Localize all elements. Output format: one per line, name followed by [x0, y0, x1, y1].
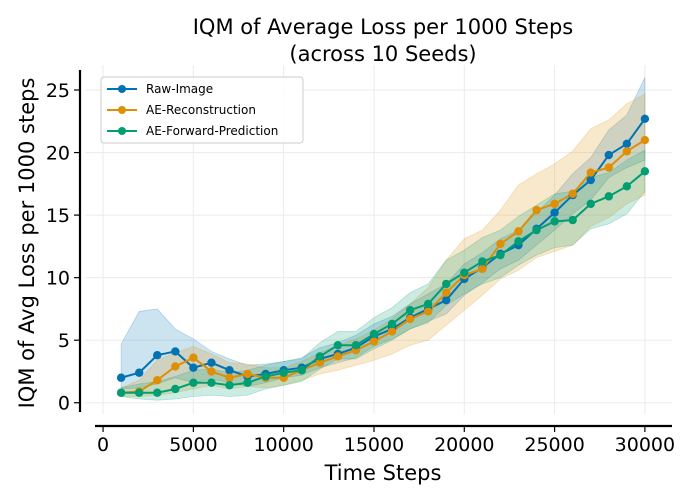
data-point [622, 147, 632, 156]
data-point [640, 135, 650, 145]
data-point [171, 362, 180, 371]
x-tick-label: 0 [97, 434, 109, 456]
data-point [207, 378, 216, 387]
x-tick-label: 30000 [615, 434, 675, 456]
data-point [405, 314, 415, 324]
x-tick-label: 15000 [344, 434, 404, 456]
data-point [297, 366, 306, 375]
data-point [225, 373, 234, 382]
data-point [550, 208, 559, 217]
data-point [171, 384, 180, 394]
data-point [153, 376, 162, 385]
data-point [442, 279, 451, 289]
data-point [189, 378, 198, 387]
grid [85, 65, 672, 414]
data-point [189, 363, 198, 372]
data-point [568, 189, 577, 199]
x-tick-label: 10000 [253, 434, 313, 456]
data-point [604, 150, 613, 160]
data-point [423, 299, 433, 309]
y-axis-title: IQM of Avg Loss per 1000 steps [15, 78, 39, 409]
data-point [586, 175, 595, 185]
data-point [496, 239, 505, 249]
data-point [622, 182, 632, 191]
data-point [351, 341, 361, 350]
y-axis-ticks: 0 5 10 15 20 25 [46, 80, 80, 415]
data-point [369, 337, 379, 346]
data-point [333, 352, 343, 361]
data-point [604, 163, 613, 172]
data-point [460, 268, 469, 277]
confidence-band [120, 149, 646, 401]
data-point [153, 351, 162, 360]
data-point [315, 352, 324, 361]
data-point [387, 319, 397, 329]
series-points [116, 114, 650, 397]
data-point [153, 388, 162, 397]
data-point [387, 327, 397, 336]
data-point [640, 114, 650, 123]
data-point [442, 288, 451, 297]
legend-marker [118, 127, 126, 135]
axes [78, 70, 672, 428]
data-point [171, 347, 180, 356]
data-point [478, 264, 487, 274]
y-tick-label: 0 [58, 393, 70, 415]
data-point [261, 372, 270, 381]
y-tick-label: 20 [46, 143, 70, 165]
data-point [243, 369, 252, 379]
data-point [315, 358, 324, 367]
data-point [442, 295, 451, 305]
data-point [478, 257, 487, 266]
data-point [586, 168, 595, 177]
data-point [604, 192, 613, 201]
data-point [532, 225, 541, 235]
data-point [207, 367, 216, 376]
data-point [116, 388, 126, 397]
legend-marker [118, 85, 126, 93]
x-axis-ticks: 0 5000 10000 15000 20000 25000 30000 [97, 426, 675, 456]
data-point [279, 368, 288, 377]
data-point [134, 368, 144, 377]
chart-subtitle: (across 10 Seeds) [289, 42, 476, 66]
data-point [225, 381, 234, 390]
data-point [514, 237, 523, 246]
data-point [496, 250, 505, 260]
chart-title: IQM of Average Loss per 1000 Steps [193, 15, 574, 39]
legend-label: AE-Reconstruction [146, 103, 256, 117]
legend-label: Raw-Image [146, 82, 213, 96]
y-tick-label: 10 [46, 268, 70, 290]
data-point [333, 341, 343, 350]
data-point [586, 199, 595, 209]
x-tick-label: 20000 [434, 434, 494, 456]
data-point [550, 199, 559, 209]
data-point [369, 329, 379, 339]
y-tick-label: 15 [46, 205, 70, 227]
data-point [640, 167, 650, 176]
x-tick-label: 25000 [524, 434, 584, 456]
data-point [550, 217, 559, 226]
x-tick-label: 5000 [169, 434, 217, 456]
data-point [568, 215, 577, 225]
y-tick-label: 25 [46, 80, 70, 102]
legend: Raw-Image AE-Reconstruction AE-Forward-Pre… [100, 76, 304, 144]
x-axis-title: Time Steps [324, 461, 442, 485]
data-point [225, 366, 234, 375]
y-tick-label: 5 [58, 330, 70, 352]
data-point [134, 388, 144, 397]
data-point [423, 307, 433, 316]
data-point [243, 378, 252, 387]
data-point [514, 227, 523, 236]
data-point [189, 353, 198, 362]
data-point [207, 358, 216, 367]
legend-marker [118, 106, 126, 114]
data-point [116, 373, 126, 382]
data-point [622, 139, 632, 149]
legend-label: AE-Forward-Prediction [146, 124, 278, 138]
data-point [405, 305, 415, 315]
data-point [532, 205, 541, 215]
legend-box [100, 76, 304, 144]
